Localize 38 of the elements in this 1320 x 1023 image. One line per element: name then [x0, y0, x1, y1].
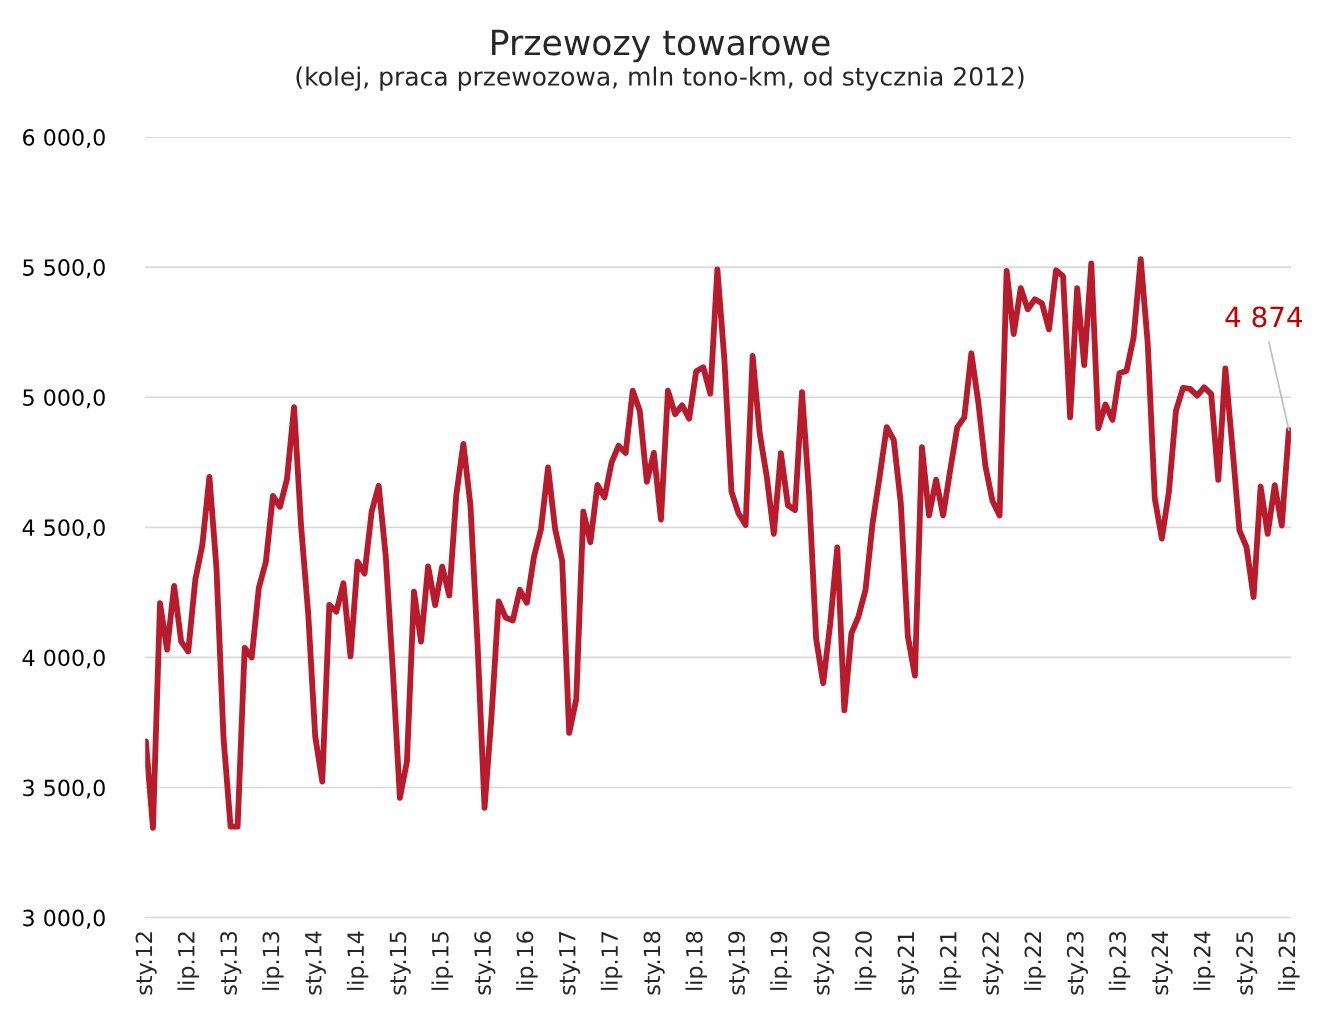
x-tick-label: lip.15: [431, 932, 453, 990]
x-tick-label: sty.22: [982, 932, 1004, 995]
x-tick-label: lip.14: [346, 931, 369, 990]
x-tick-label: lip.24: [1193, 931, 1215, 990]
y-tick-label: 4 000,0: [22, 649, 105, 669]
annotation: 4 874: [1225, 306, 1303, 328]
x-tick-label: sty.17: [559, 932, 580, 995]
y-tick-label: 5 500,0: [23, 259, 105, 279]
x-tick-label: lip.12: [177, 932, 199, 990]
chart-title: Przewozy towarowe: [492, 29, 830, 63]
y-tick-label: 3 500,0: [23, 779, 105, 799]
x-tick-label: sty.13: [220, 931, 242, 995]
x-tick-label: lip.18: [685, 931, 707, 990]
x-tick-label: lip.20: [854, 931, 877, 990]
y-tick-label: 6 000,0: [23, 129, 105, 149]
x-tick-label: sty.14: [305, 931, 326, 995]
y-tick-label: 5 000,0: [23, 389, 105, 409]
x-tick-label: lip.23: [1108, 931, 1131, 990]
x-tick-label: lip.25: [1278, 932, 1300, 990]
x-tick-label: sty.18: [643, 931, 665, 995]
x-tick-label: lip.22: [1024, 932, 1046, 990]
y-tick-label: 3 000,0: [23, 909, 105, 929]
x-tick-label: sty.23: [1066, 931, 1088, 995]
x-tick-label: sty.20: [812, 931, 834, 995]
chart-subtitle: (kolej, praca przewozowa, mln tono-km, od stycznia 2012): [296, 66, 1024, 91]
x-tick-label: sty.24: [1151, 931, 1173, 995]
x-tick-label: lip.21: [939, 932, 961, 990]
x-tick-label: sty.21: [897, 932, 919, 995]
x-tick-label: sty.19: [728, 931, 750, 995]
x-tick-label: lip.13: [262, 931, 284, 990]
x-tick-label: lip.16: [516, 931, 538, 990]
x-tick-label: sty.16: [474, 931, 496, 995]
x-tick-label: sty.12: [135, 932, 157, 995]
x-tick-label: lip.19: [770, 931, 792, 990]
y-tick-label: 4 500,0: [22, 519, 105, 539]
x-tick-label: lip.17: [600, 932, 623, 990]
x-tick-label: sty.25: [1236, 932, 1258, 995]
x-tick-label: sty.15: [389, 932, 411, 995]
